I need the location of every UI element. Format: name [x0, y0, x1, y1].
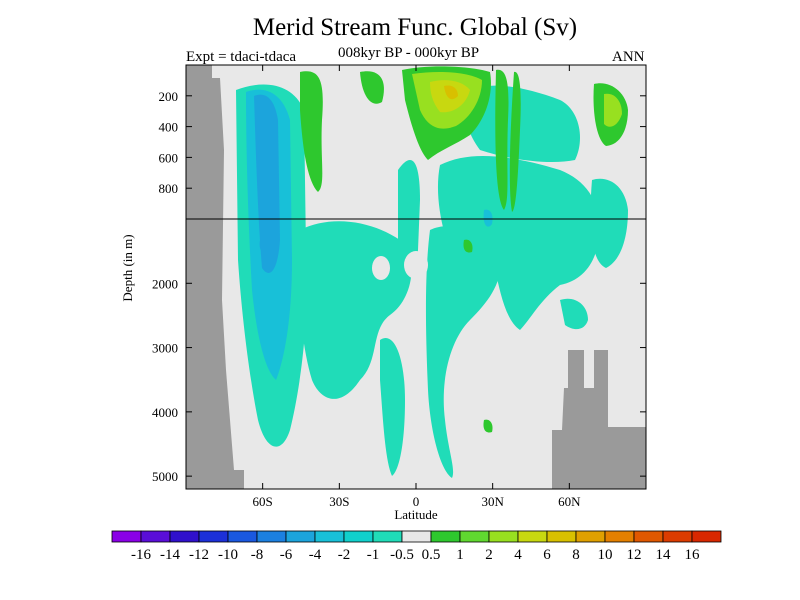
x-tick-label-1: 30S: [329, 494, 349, 509]
contour-neg-north-right: [590, 178, 628, 268]
colorbar-box-16: [575, 530, 606, 543]
y-tick-label-4: 2000: [152, 276, 178, 291]
contour-pos-small-1: [483, 419, 493, 433]
colorbar-box-12: [459, 530, 490, 543]
colorbar-box-2: [169, 530, 200, 543]
colorbar-box-17: [604, 530, 635, 543]
colorbar-label-2: -12: [189, 547, 209, 563]
period-label: 008kyr BP - 000kyr BP: [338, 45, 480, 61]
colorbar-box-8: [343, 530, 374, 543]
colorbar-box-3: [198, 530, 229, 543]
contour-neg-central: [398, 160, 420, 274]
colorbar-box-6: [285, 530, 316, 543]
colorbar-box-11: [430, 530, 461, 543]
y-tick-label-0: 200: [159, 89, 179, 104]
colorbar-label-14: 6: [543, 547, 551, 563]
colorbar-label-19: 16: [685, 547, 701, 563]
contour-pos-right-2: [509, 71, 521, 212]
colorbar-box-7: [314, 530, 345, 543]
y-axis: 200 400 600 800 2000 3000 4000 5000: [152, 89, 646, 484]
y-tick-label-5: 3000: [152, 341, 178, 356]
colorbar-box-9: [372, 530, 403, 543]
colorbar: -16 -14 -12 -10 -8 -6 -4 -2 -1 -0.5 0.5 1 2 4 6 8 10 12 14…: [111, 530, 722, 563]
colorbar-box-14: [517, 530, 548, 543]
contour-pos-upper-left: [300, 71, 323, 192]
y-tick-label-2: 600: [159, 150, 179, 165]
colorbar-box-4: [227, 530, 258, 543]
contour-pos-far-right-core: [604, 93, 622, 127]
land-antarctica: [186, 65, 244, 489]
x-tick-label-3: 30N: [481, 494, 504, 509]
colorbar-label-18: 14: [656, 547, 672, 563]
colorbar-label-0: -16: [131, 547, 151, 563]
y-tick-label-6: 4000: [152, 405, 178, 420]
colorbar-box-0: [111, 530, 142, 543]
colorbar-label-11: 1: [456, 547, 464, 563]
contour-pos-top: [360, 71, 384, 104]
contour-neg-deep: [380, 338, 405, 476]
y-tick-label-3: 800: [159, 181, 179, 196]
y-tick-label-1: 400: [159, 120, 179, 135]
contour-neg-southern-inner: [254, 94, 280, 273]
y-tick-label-7: 5000: [152, 469, 178, 484]
colorbar-label-13: 4: [514, 547, 522, 563]
chart-title: Merid Stream Func. Global (Sv): [252, 14, 578, 41]
colorbar-label-8: -1: [367, 547, 380, 563]
contour-zero-hole-2: [404, 251, 428, 279]
contour-fills: [236, 66, 628, 478]
experiment-label: Expt = tdaci-tdaca: [186, 49, 297, 65]
colorbar-label-3: -10: [218, 547, 238, 563]
colorbar-label-9: -0.5: [390, 547, 414, 563]
colorbar-label-6: -4: [309, 547, 322, 563]
x-tick-label-0: 60S: [253, 494, 273, 509]
colorbar-box-1: [140, 530, 171, 543]
colorbar-label-7: -2: [338, 547, 351, 563]
colorbar-box-15: [546, 530, 577, 543]
x-tick-label-4: 60N: [558, 494, 581, 509]
contour-neg-patch-2: [259, 238, 271, 254]
contour-pos-small-2: [463, 239, 473, 253]
x-axis-label: Latitude: [394, 507, 438, 522]
x-axis: 60S 30S 0 30N 60N: [253, 65, 581, 509]
colorbar-box-19: [662, 530, 693, 543]
contour-neg-deep-right: [560, 298, 588, 330]
colorbar-label-17: 12: [627, 547, 642, 563]
colorbar-box-18: [633, 530, 664, 543]
contour-pos-right-1: [495, 69, 509, 210]
contour-neg-north-upper: [465, 85, 580, 162]
contour-pos-nh-peak: [444, 85, 458, 100]
contour-neg-north: [437, 155, 600, 330]
colorbar-label-16: 10: [598, 547, 613, 563]
colorbar-label-15: 8: [572, 547, 580, 563]
colorbar-box-10: [401, 530, 432, 543]
land-north-bathymetry: [552, 350, 646, 489]
colorbar-label-4: -8: [251, 547, 264, 563]
colorbar-label-5: -6: [280, 547, 293, 563]
colorbar-box-5: [256, 530, 287, 543]
land-mask: [186, 65, 646, 489]
contour-zero-hole-1: [372, 256, 390, 280]
colorbar-label-1: -14: [160, 547, 180, 563]
colorbar-box-13: [488, 530, 519, 543]
season-label: ANN: [612, 49, 645, 65]
contour-neg-patch-1: [483, 209, 493, 227]
colorbar-label-12: 2: [485, 547, 493, 563]
contour-neg-eq-deep: [425, 226, 501, 478]
colorbar-box-20: [691, 530, 722, 543]
x-tick-label-2: 0: [413, 494, 420, 509]
colorbar-label-10: 0.5: [422, 547, 441, 563]
